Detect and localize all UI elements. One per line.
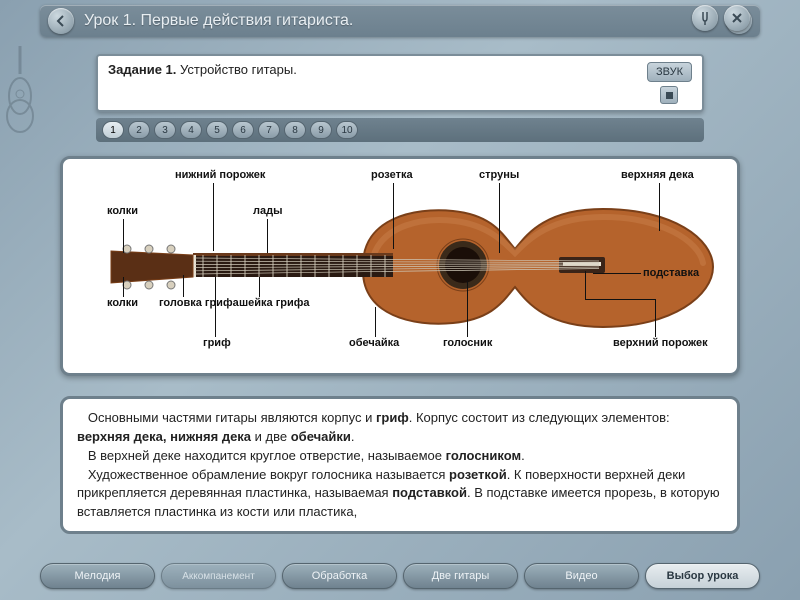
stop-button[interactable] — [660, 86, 678, 104]
label-struny: струны — [479, 169, 519, 181]
page-button-3[interactable]: 3 — [154, 121, 176, 139]
sidebar-guitar-icon — [6, 44, 34, 134]
task-text: Задание 1. Устройство гитары. — [108, 62, 647, 77]
label-lady: лады — [253, 205, 282, 217]
page-button-10[interactable]: 10 — [336, 121, 358, 139]
guitar-diagram: нижний порожек розетка струны верхняя де… — [63, 159, 737, 373]
label-sheyka-grifa: шейка грифа — [239, 297, 310, 309]
nav-melody-button[interactable]: Мелодия — [40, 563, 155, 589]
page-button-5[interactable]: 5 — [206, 121, 228, 139]
bottom-nav: Мелодия Аккомпанемент Обработка Две гита… — [40, 560, 760, 592]
task-pager: 12345678910 — [96, 118, 704, 142]
guitar-diagram-panel: нижний порожек розетка струны верхняя де… — [60, 156, 740, 376]
page-button-7[interactable]: 7 — [258, 121, 280, 139]
tuning-fork-icon[interactable] — [692, 5, 718, 31]
label-podstavka: подставка — [643, 267, 699, 279]
page-button-1[interactable]: 1 — [102, 121, 124, 139]
sound-button[interactable]: ЗВУК — [647, 62, 692, 82]
nav-video-button[interactable]: Видео — [524, 563, 639, 589]
window-controls — [692, 5, 750, 31]
page-button-8[interactable]: 8 — [284, 121, 306, 139]
page-button-6[interactable]: 6 — [232, 121, 254, 139]
nav-two-guitars-button[interactable]: Две гитары — [403, 563, 518, 589]
label-rozetka: розетка — [371, 169, 413, 181]
lesson-title: Урок 1. Первые действия гитариста. — [80, 12, 720, 30]
nav-accomp-button[interactable]: Аккомпанемент — [161, 563, 276, 589]
task-panel: Задание 1. Устройство гитары. ЗВУК — [96, 54, 704, 112]
description-paragraph: Основными частями гитары являются корпус… — [77, 409, 723, 522]
label-golovka-grifa: головка грифа — [159, 297, 239, 309]
label-golosnik: голосник — [443, 337, 492, 349]
label-grif: гриф — [203, 337, 231, 349]
label-verkhniy-porozhek: верхний порожек — [613, 337, 708, 349]
task-number: Задание 1. — [108, 62, 176, 77]
label-kolki-top: колки — [107, 205, 138, 217]
close-button[interactable] — [724, 5, 750, 31]
description-panel: Основными частями гитары являются корпус… — [60, 396, 740, 534]
nav-obrabotka-button[interactable]: Обработка — [282, 563, 397, 589]
label-obechayka: обечайка — [349, 337, 399, 349]
page-button-4[interactable]: 4 — [180, 121, 202, 139]
label-kolki-bottom: колки — [107, 297, 138, 309]
page-button-9[interactable]: 9 — [310, 121, 332, 139]
page-button-2[interactable]: 2 — [128, 121, 150, 139]
task-title: Устройство гитары. — [176, 62, 296, 77]
label-verkhnyaya-deka: верхняя дека — [621, 169, 694, 181]
header-bar: Урок 1. Первые действия гитариста. — [40, 5, 760, 37]
nav-prev-button[interactable] — [48, 8, 74, 34]
label-nizhniy-porozhek: нижний порожек — [175, 169, 265, 181]
nav-choose-lesson-button[interactable]: Выбор урока — [645, 563, 760, 589]
